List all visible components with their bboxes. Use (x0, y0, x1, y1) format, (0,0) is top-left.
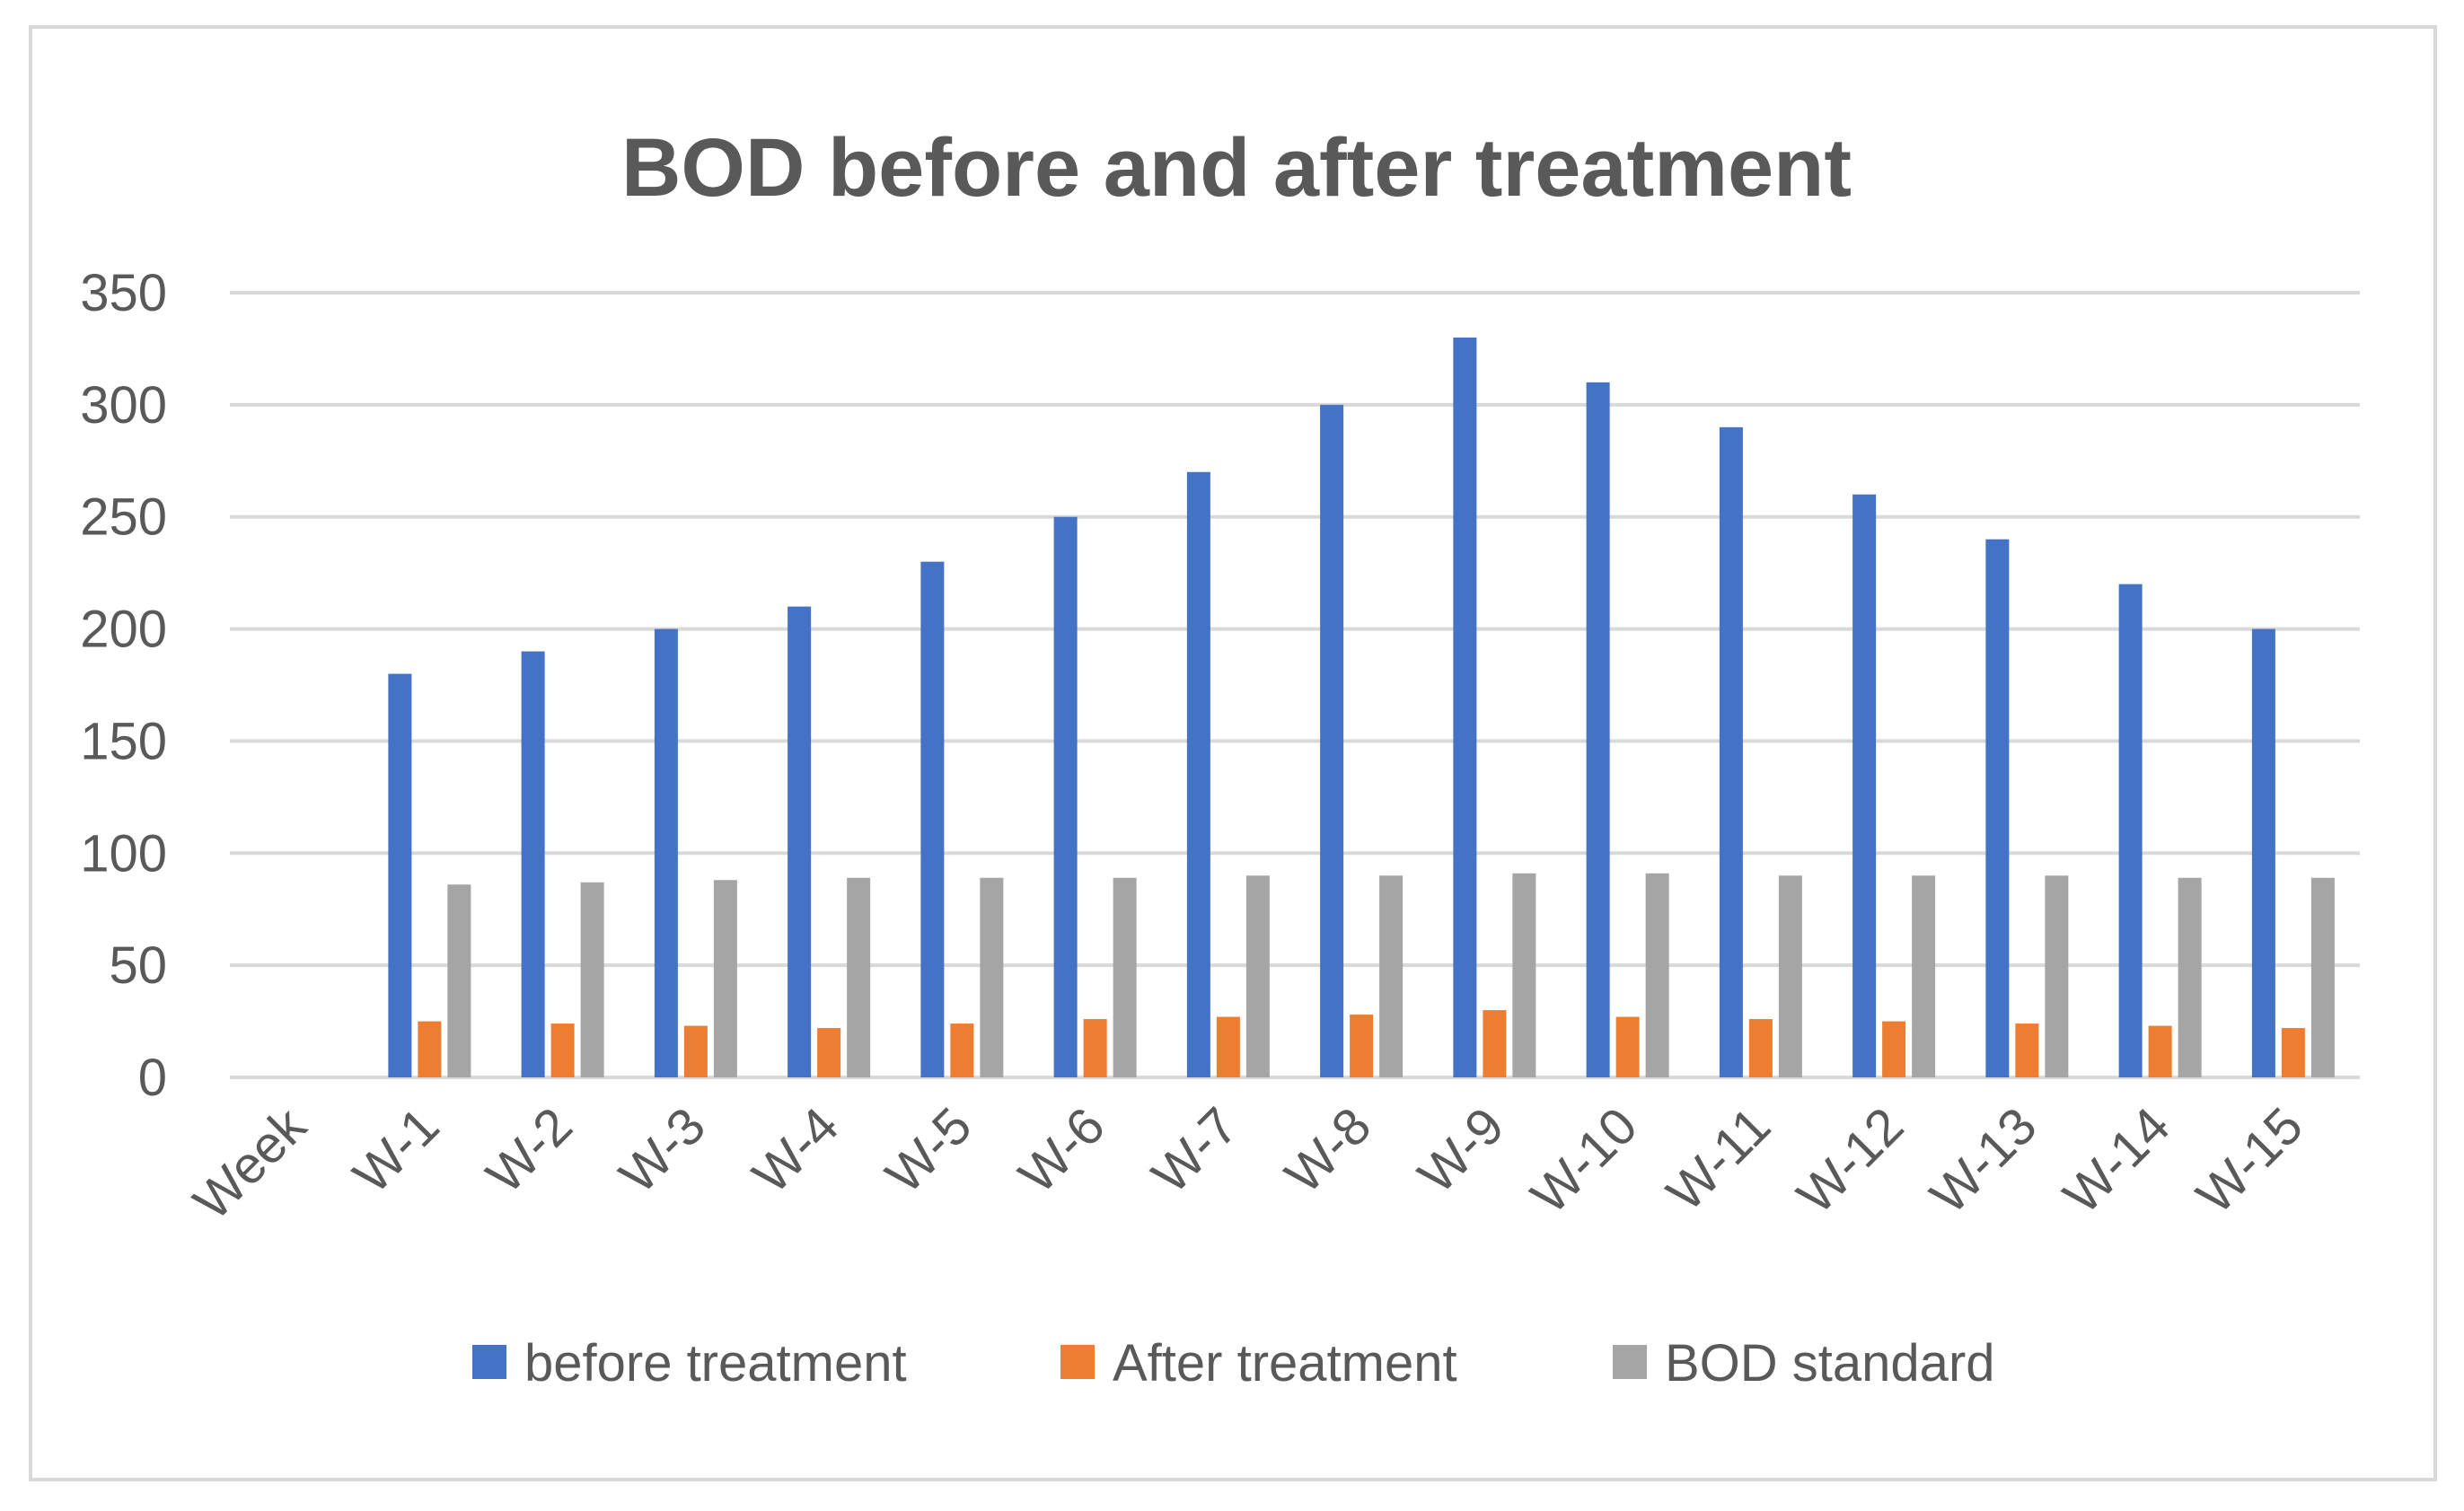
x-tick-label-w-8: W-8 (1274, 1096, 1382, 1204)
y-tick-label-250: 250 (80, 488, 167, 547)
x-tick-label-w-12: W-12 (1786, 1096, 1914, 1225)
x-tick-label-w-11: W-11 (1656, 1096, 1782, 1222)
bar-bod-standard-w-12 (1912, 875, 1936, 1077)
bar-bod-standard-w-2 (580, 882, 604, 1077)
x-tick-label-w-3: W-3 (609, 1096, 717, 1204)
bar-after-treatment-w-1 (418, 1021, 442, 1077)
y-tick-label-300: 300 (80, 376, 167, 435)
bar-after-treatment-w-11 (1748, 1019, 1773, 1077)
chart-container: BOD before and after treatment 0 50 100 150… (29, 25, 2437, 1481)
bar-before-treatment-w-3 (654, 628, 678, 1077)
bar-after-treatment-w-12 (1882, 1021, 1906, 1077)
x-tick-label-w-14: W-14 (2053, 1096, 2181, 1225)
bar-before-treatment-w-15 (2251, 628, 2275, 1077)
bar-chart: BOD before and after treatment 0 50 100 150… (80, 122, 2360, 1392)
bar-after-treatment-w-14 (2148, 1025, 2172, 1077)
bar-after-treatment-w-5 (950, 1023, 974, 1077)
bar-bod-standard-w-10 (1645, 873, 1669, 1077)
chart-title: BOD before and after treatment (621, 122, 1852, 214)
bar-before-treatment-w-9 (1453, 337, 1477, 1077)
x-tick-label-w-5: W-5 (875, 1096, 982, 1204)
x-tick-label-w-15: W-15 (2186, 1096, 2314, 1225)
legend-label-after-treatment: After treatment (1113, 1334, 1457, 1392)
x-tick-label-w-10: W-10 (1520, 1096, 1649, 1225)
x-axis-ticks: Week W-1 W-2 W-3 W-4 W-5 W-6 W-7 W-8 W-9 W-10 W-11 W… (182, 1096, 2314, 1232)
x-tick-label-w-4: W-4 (742, 1096, 849, 1204)
legend-swatch-before-treatment (472, 1345, 506, 1379)
bar-before-treatment-w-1 (388, 673, 412, 1077)
bar-after-treatment-w-7 (1216, 1016, 1240, 1077)
bar-after-treatment-w-13 (2015, 1023, 2039, 1077)
bar-after-treatment-w-4 (817, 1028, 841, 1077)
x-tick-label-w-6: W-6 (1008, 1096, 1115, 1204)
y-axis-ticks: 0 50 100 150 200 250 300 350 (80, 264, 167, 1107)
bar-before-treatment-w-10 (1586, 382, 1610, 1077)
x-tick-label-w-13: W-13 (1919, 1096, 2047, 1225)
y-tick-label-0: 0 (138, 1049, 167, 1107)
bar-bod-standard-w-15 (2310, 877, 2335, 1077)
bar-bod-standard-w-1 (447, 884, 471, 1077)
bar-bod-standard-w-11 (1778, 875, 1802, 1077)
bar-before-treatment-w-5 (920, 561, 945, 1077)
x-tick-label-w-7: W-7 (1141, 1096, 1249, 1204)
x-tick-label-week: Week (182, 1096, 318, 1232)
bar-bod-standard-w-14 (2178, 877, 2202, 1077)
y-tick-label-50: 50 (109, 936, 167, 995)
bar-before-treatment-w-12 (1852, 494, 1877, 1077)
legend: before treatment After treatment BOD stand… (472, 1334, 1995, 1392)
bar-bod-standard-w-8 (1379, 875, 1404, 1077)
bar-before-treatment-w-13 (1985, 539, 2010, 1077)
bar-before-treatment-w-2 (521, 651, 545, 1077)
legend-swatch-after-treatment (1060, 1345, 1095, 1379)
bar-before-treatment-w-6 (1053, 516, 1078, 1077)
x-tick-label-w-2: W-2 (475, 1096, 583, 1204)
bar-after-treatment-w-10 (1615, 1016, 1640, 1077)
bar-before-treatment-w-11 (1719, 426, 1743, 1077)
bar-before-treatment-w-14 (2118, 584, 2143, 1077)
bar-after-treatment-w-6 (1083, 1019, 1107, 1077)
bar-bod-standard-w-3 (713, 880, 737, 1077)
bar-bod-standard-w-7 (1245, 875, 1270, 1077)
bar-bod-standard-w-4 (847, 877, 871, 1077)
legend-label-before-treatment: before treatment (524, 1334, 907, 1392)
bar-before-treatment-w-8 (1320, 404, 1344, 1077)
bar-bod-standard-w-6 (1113, 877, 1137, 1077)
bar-bod-standard-w-5 (980, 877, 1004, 1077)
bar-after-treatment-w-9 (1483, 1010, 1507, 1077)
bar-after-treatment-w-8 (1350, 1015, 1374, 1077)
x-tick-label-w-1: W-1 (342, 1096, 450, 1204)
y-tick-label-150: 150 (80, 712, 167, 770)
legend-label-bod-standard: BOD standard (1665, 1334, 1995, 1392)
legend-swatch-bod-standard (1613, 1345, 1647, 1379)
y-tick-label-350: 350 (80, 264, 167, 322)
bar-before-treatment-w-7 (1186, 471, 1210, 1077)
bar-after-treatment-w-15 (2281, 1028, 2305, 1077)
bar-after-treatment-w-3 (683, 1025, 708, 1077)
bar-after-treatment-w-2 (550, 1023, 575, 1077)
bar-bod-standard-w-13 (2045, 875, 2069, 1077)
bar-before-treatment-w-4 (788, 606, 812, 1077)
y-tick-label-200: 200 (80, 601, 167, 659)
bar-bod-standard-w-9 (1512, 873, 1536, 1077)
gridlines (230, 291, 2360, 1079)
y-tick-label-100: 100 (80, 824, 167, 883)
x-tick-label-w-9: W-9 (1407, 1096, 1515, 1204)
bars (388, 337, 2335, 1077)
